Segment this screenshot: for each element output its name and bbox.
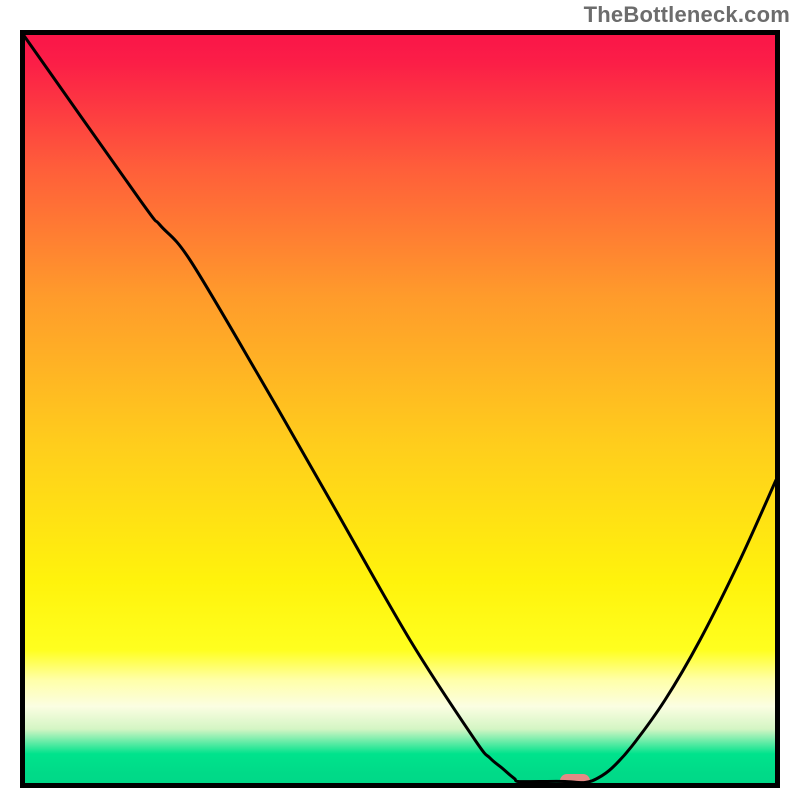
chart-canvas: TheBottleneck.com <box>0 0 800 800</box>
watermark-text: TheBottleneck.com <box>584 2 790 28</box>
plot-svg <box>20 30 780 788</box>
chart-background <box>23 33 778 786</box>
plot-area <box>20 30 780 788</box>
